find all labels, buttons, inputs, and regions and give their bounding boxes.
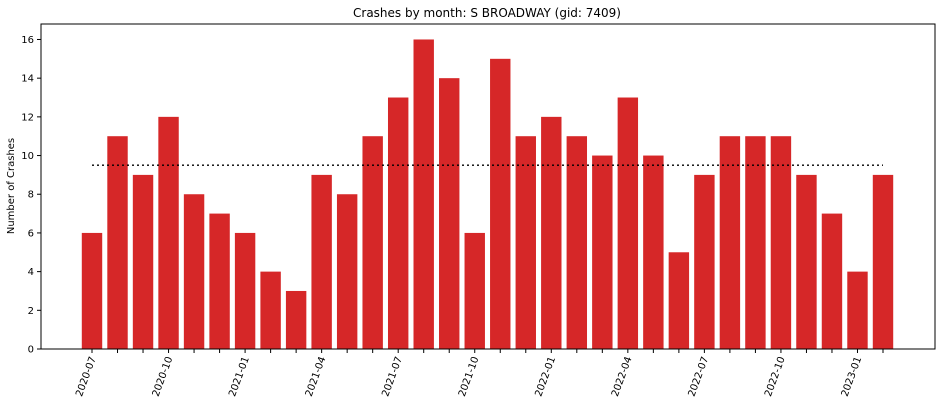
bar-2021-03 [285, 290, 307, 349]
x-axis: 2020-07 2020-10 2021-01 2021-04 2021-07 2021-… [74, 349, 884, 398]
bar-2022-01 [541, 116, 562, 349]
bar-2021-01 [234, 232, 256, 349]
chart-title: Crashes by month: S BROADWAY (gid: 7409) [353, 6, 621, 20]
bar-2021-02 [260, 271, 281, 349]
x-tick-label-2021-10: 2021-10 [457, 355, 482, 398]
y-tick-label-4: 4 [28, 267, 34, 278]
bar-2021-08 [413, 39, 434, 349]
bar-2023-02 [872, 174, 894, 349]
bar-2022-12 [821, 213, 843, 349]
bar-2020-11 [183, 194, 205, 349]
bar-2020-08 [107, 136, 128, 349]
x-tick-label-2022-10: 2022-10 [763, 355, 788, 398]
y-axis: 0 2 4 6 8 10 12 14 16 [21, 35, 41, 356]
bar-2022-09 [745, 136, 766, 349]
y-tick-label-12: 12 [21, 112, 34, 123]
bar-2022-08 [719, 136, 741, 349]
bar-2021-09 [439, 78, 460, 350]
bar-2022-05 [643, 155, 664, 349]
bar-2023-01 [847, 271, 868, 349]
x-tick-label-2022-04: 2022-04 [610, 355, 635, 398]
x-tick-label-2021-04: 2021-04 [304, 355, 329, 398]
y-tick-label-2: 2 [28, 306, 34, 317]
plot-frame [40, 23, 936, 350]
y-tick-label-10: 10 [21, 151, 34, 162]
y-tick-label-14: 14 [21, 74, 34, 85]
bar-2022-02 [566, 136, 588, 349]
bar-2022-07 [694, 174, 715, 349]
bar-2021-04 [311, 174, 332, 349]
bar-2020-10 [158, 116, 179, 349]
bar-2021-10 [464, 232, 485, 349]
bar-2021-05 [336, 194, 358, 349]
bar-2022-03 [592, 155, 613, 349]
y-axis-label: Number of Crashes [6, 138, 17, 234]
bar-2021-11 [490, 58, 511, 349]
x-tick-label-2021-07: 2021-07 [380, 355, 405, 398]
x-tick-label-2023-01: 2023-01 [840, 355, 865, 398]
y-tick-label-0: 0 [28, 345, 34, 356]
y-tick-label-8: 8 [28, 190, 34, 201]
x-tick-label-2020-10: 2020-10 [151, 355, 176, 398]
bar-2022-10 [770, 136, 792, 349]
bar-2022-04 [617, 97, 639, 349]
bar-2021-12 [515, 136, 536, 349]
x-tick-label-2021-01: 2021-01 [227, 355, 252, 398]
bar-2020-12 [209, 213, 230, 349]
bar-2020-09 [132, 174, 154, 349]
bar-2022-11 [796, 174, 817, 349]
x-tick-label-2022-01: 2022-01 [533, 355, 558, 398]
bar-2020-07 [81, 232, 103, 349]
bar-2022-06 [668, 252, 690, 349]
y-tick-label-6: 6 [28, 228, 34, 239]
bar-2021-06 [362, 136, 383, 349]
y-tick-label-16: 16 [21, 35, 34, 46]
x-tick-label-2020-07: 2020-07 [74, 355, 99, 398]
bar-2021-07 [387, 97, 409, 349]
bars-group [81, 39, 894, 350]
x-tick-label-2022-07: 2022-07 [687, 355, 712, 398]
